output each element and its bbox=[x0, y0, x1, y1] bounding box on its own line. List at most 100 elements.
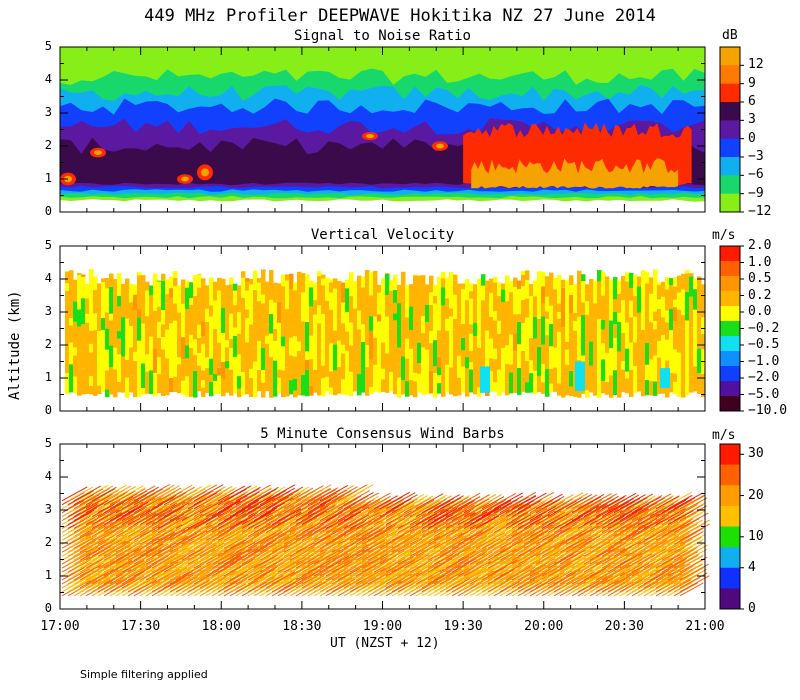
velocity-cell bbox=[253, 314, 258, 322]
wind-barb bbox=[397, 526, 423, 541]
velocity-cell bbox=[193, 339, 198, 356]
velocity-cell bbox=[69, 317, 74, 326]
wind-barb bbox=[667, 497, 696, 514]
wind-barb bbox=[403, 495, 428, 510]
wind-barb bbox=[415, 566, 441, 581]
velocity-cell bbox=[137, 351, 142, 360]
wind-barb bbox=[181, 537, 209, 553]
velocity-cell bbox=[185, 287, 190, 310]
wind-barb bbox=[649, 533, 677, 549]
velocity-cell bbox=[509, 372, 514, 394]
wind-barb bbox=[475, 500, 505, 518]
wind-barb bbox=[493, 511, 517, 525]
velocity-cell bbox=[273, 282, 278, 294]
wind-barb bbox=[481, 582, 506, 597]
wind-barb bbox=[379, 550, 405, 565]
wind-barb bbox=[469, 546, 495, 561]
wind-barb bbox=[121, 579, 145, 593]
wind-barb bbox=[655, 581, 681, 597]
velocity-cell bbox=[241, 344, 246, 373]
wind-barb bbox=[235, 538, 261, 553]
velocity-cell bbox=[265, 343, 270, 368]
wind-barb bbox=[145, 503, 170, 518]
wind-barb bbox=[427, 497, 455, 514]
velocity-cell bbox=[505, 382, 510, 396]
wind-barb bbox=[481, 534, 507, 549]
wind-barb bbox=[283, 490, 309, 506]
wind-barb bbox=[367, 523, 392, 537]
wind-barb bbox=[301, 510, 328, 525]
wind-barb bbox=[499, 579, 523, 593]
wind-barb bbox=[667, 494, 693, 510]
wind-barb bbox=[307, 489, 336, 506]
wind-barb bbox=[229, 519, 253, 533]
wind-barb bbox=[211, 500, 241, 518]
velocity-cell bbox=[177, 285, 182, 300]
wind-barb bbox=[607, 552, 636, 569]
wind-barb bbox=[319, 550, 344, 565]
velocity-cell bbox=[681, 371, 686, 398]
velocity-cell bbox=[521, 323, 526, 351]
wind-barb bbox=[163, 568, 191, 585]
wind-barb bbox=[367, 548, 396, 565]
wind-barb bbox=[469, 551, 493, 565]
wind-barb bbox=[271, 570, 295, 585]
wind-barb bbox=[163, 495, 187, 510]
velocity-cell bbox=[641, 364, 646, 380]
wind-barb bbox=[283, 565, 311, 581]
wind-barb bbox=[631, 573, 659, 589]
wind-barb bbox=[535, 554, 560, 569]
velocity-cell bbox=[169, 313, 174, 324]
wind-barb bbox=[379, 580, 408, 597]
wind-barb bbox=[643, 507, 668, 521]
wind-barb bbox=[655, 507, 686, 525]
wind-barb bbox=[133, 548, 161, 565]
velocity-cell bbox=[569, 386, 574, 397]
wind-barb bbox=[79, 575, 110, 593]
wind-barb bbox=[181, 573, 207, 589]
wind-barb bbox=[625, 526, 651, 541]
wind-barb bbox=[115, 505, 143, 521]
wind-barb bbox=[487, 553, 515, 569]
velocity-cell bbox=[645, 342, 650, 365]
velocity-cell bbox=[477, 295, 482, 323]
velocity-cell bbox=[253, 370, 258, 398]
velocity-cell bbox=[269, 333, 274, 347]
velocity-cell bbox=[593, 370, 598, 396]
wind-barb bbox=[595, 562, 621, 577]
wind-barb bbox=[643, 579, 674, 597]
wind-barb bbox=[79, 516, 109, 533]
velocity-cell bbox=[165, 329, 170, 359]
wind-barb bbox=[607, 505, 635, 521]
wind-barb bbox=[127, 505, 156, 521]
wind-barb bbox=[133, 578, 158, 593]
wind-barb bbox=[289, 517, 318, 533]
wind-barb bbox=[457, 511, 488, 529]
wind-barb bbox=[187, 512, 217, 529]
wind-barb bbox=[421, 581, 448, 597]
velocity-cell bbox=[173, 339, 178, 348]
velocity-cell bbox=[221, 332, 226, 346]
velocity-cell bbox=[533, 316, 538, 339]
wind-barb bbox=[289, 498, 316, 514]
wind-barb bbox=[223, 539, 254, 557]
wind-barb bbox=[127, 576, 155, 593]
velocity-cell bbox=[401, 300, 406, 320]
velocity-cell bbox=[449, 367, 454, 395]
velocity-cell bbox=[225, 294, 230, 304]
wind-barb bbox=[121, 513, 150, 529]
velocity-cell bbox=[509, 334, 514, 357]
velocity-cell bbox=[97, 331, 102, 349]
wind-barb bbox=[145, 514, 172, 529]
wind-barb bbox=[349, 581, 377, 597]
velocity-cell bbox=[477, 322, 482, 348]
colorbar-1-label: −9 bbox=[748, 185, 764, 201]
wind-barb bbox=[247, 523, 271, 537]
wind-barb bbox=[157, 490, 183, 506]
velocity-cell bbox=[641, 288, 646, 303]
wind-barb bbox=[529, 573, 555, 589]
wind-barb bbox=[73, 569, 99, 585]
wind-barb bbox=[499, 503, 523, 518]
velocity-cell bbox=[397, 347, 402, 365]
wind-barb bbox=[133, 500, 163, 518]
